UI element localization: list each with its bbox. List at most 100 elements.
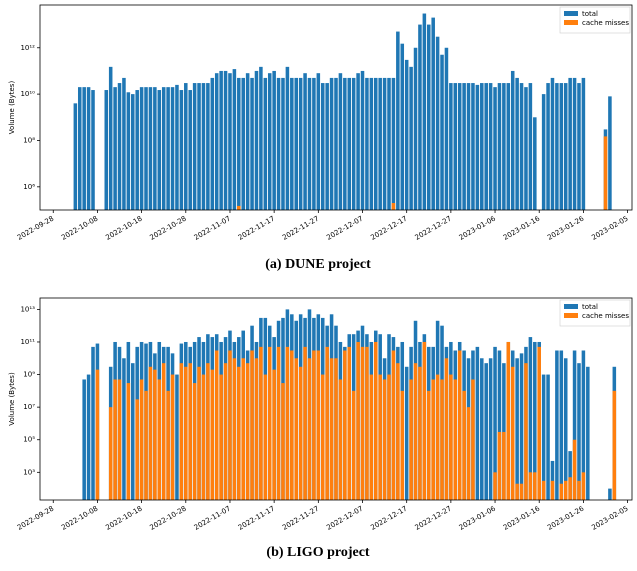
bar (237, 366, 241, 500)
bar (320, 374, 325, 500)
bar (488, 358, 493, 500)
bar (506, 83, 511, 210)
bar (577, 480, 581, 500)
bar (409, 66, 413, 211)
bar (201, 83, 206, 210)
bar (563, 480, 568, 500)
bar (104, 90, 109, 210)
bar (307, 358, 312, 500)
bar (241, 358, 245, 500)
bar (131, 363, 135, 500)
bar (250, 77, 254, 210)
bar (365, 346, 369, 500)
bar (214, 350, 219, 500)
bar (435, 36, 440, 211)
bar (148, 366, 153, 500)
y-tick-label: 10¹¹ (20, 338, 35, 346)
bar (457, 83, 462, 210)
bar (493, 87, 497, 210)
bar (206, 363, 210, 500)
bar (298, 77, 303, 210)
bar (586, 366, 590, 500)
bar (391, 350, 396, 500)
bar (210, 77, 215, 210)
bar (528, 83, 533, 210)
bar (329, 358, 334, 500)
bar (493, 346, 497, 500)
bar (153, 369, 157, 500)
x-tick-label: 2023-01-16 (502, 504, 542, 532)
bar (497, 431, 502, 500)
bar (303, 346, 307, 500)
bar (519, 353, 524, 500)
bar (95, 369, 100, 500)
bar (144, 390, 148, 500)
bar (435, 374, 440, 500)
bar (166, 390, 170, 500)
bar (413, 363, 418, 500)
bar (237, 77, 241, 210)
bar (581, 472, 586, 500)
bar (290, 77, 294, 210)
bar (396, 31, 400, 210)
bar (334, 358, 338, 500)
bar (360, 70, 365, 210)
bar (201, 374, 206, 500)
bar (568, 477, 572, 500)
bar (457, 350, 462, 500)
bar (541, 374, 546, 500)
bar (197, 366, 201, 500)
x-tick-label: 2023-01-26 (546, 214, 586, 242)
bar (550, 77, 555, 210)
bar (316, 350, 321, 500)
bar (179, 363, 184, 500)
bar (254, 70, 259, 210)
bar (396, 363, 400, 500)
bar (126, 92, 131, 210)
bar (139, 87, 144, 210)
x-tick-label: 2022-12-07 (325, 215, 364, 242)
bar (161, 87, 166, 210)
bar (563, 83, 568, 210)
bar (228, 350, 232, 500)
bar (175, 374, 179, 500)
bar (382, 379, 387, 500)
x-tick-label: 2022-09-28 (16, 215, 55, 242)
bar (497, 350, 502, 500)
bar (373, 341, 378, 500)
bar (214, 73, 219, 210)
bar (272, 369, 276, 500)
bar (502, 363, 506, 500)
legend-swatch (564, 313, 578, 318)
bar (431, 17, 435, 210)
bar (210, 369, 215, 500)
x-tick-label: 2022-12-17 (369, 505, 408, 532)
x-tick-label: 2022-10-28 (149, 505, 188, 532)
bar (184, 83, 188, 210)
x-tick-label: 2022-11-17 (237, 505, 276, 532)
bar (431, 379, 435, 500)
bar (502, 431, 506, 500)
bar (572, 439, 577, 500)
bar (603, 136, 608, 210)
bar (351, 390, 356, 500)
y-tick-label: 10⁸ (23, 136, 35, 144)
bar (369, 77, 374, 210)
bar (572, 77, 577, 210)
bar (245, 73, 250, 210)
bar (563, 358, 568, 500)
x-tick-label: 2022-10-08 (60, 505, 99, 532)
bar (555, 83, 559, 210)
bar (475, 346, 480, 500)
bar (471, 379, 475, 500)
bar (528, 337, 533, 500)
bar (184, 366, 188, 500)
legend-label: cache misses (582, 19, 629, 27)
bar (466, 83, 471, 210)
bar (550, 460, 555, 500)
bar (281, 77, 285, 210)
bar (86, 87, 91, 210)
y-tick-label: 10⁷ (23, 403, 35, 411)
bar (475, 84, 480, 210)
